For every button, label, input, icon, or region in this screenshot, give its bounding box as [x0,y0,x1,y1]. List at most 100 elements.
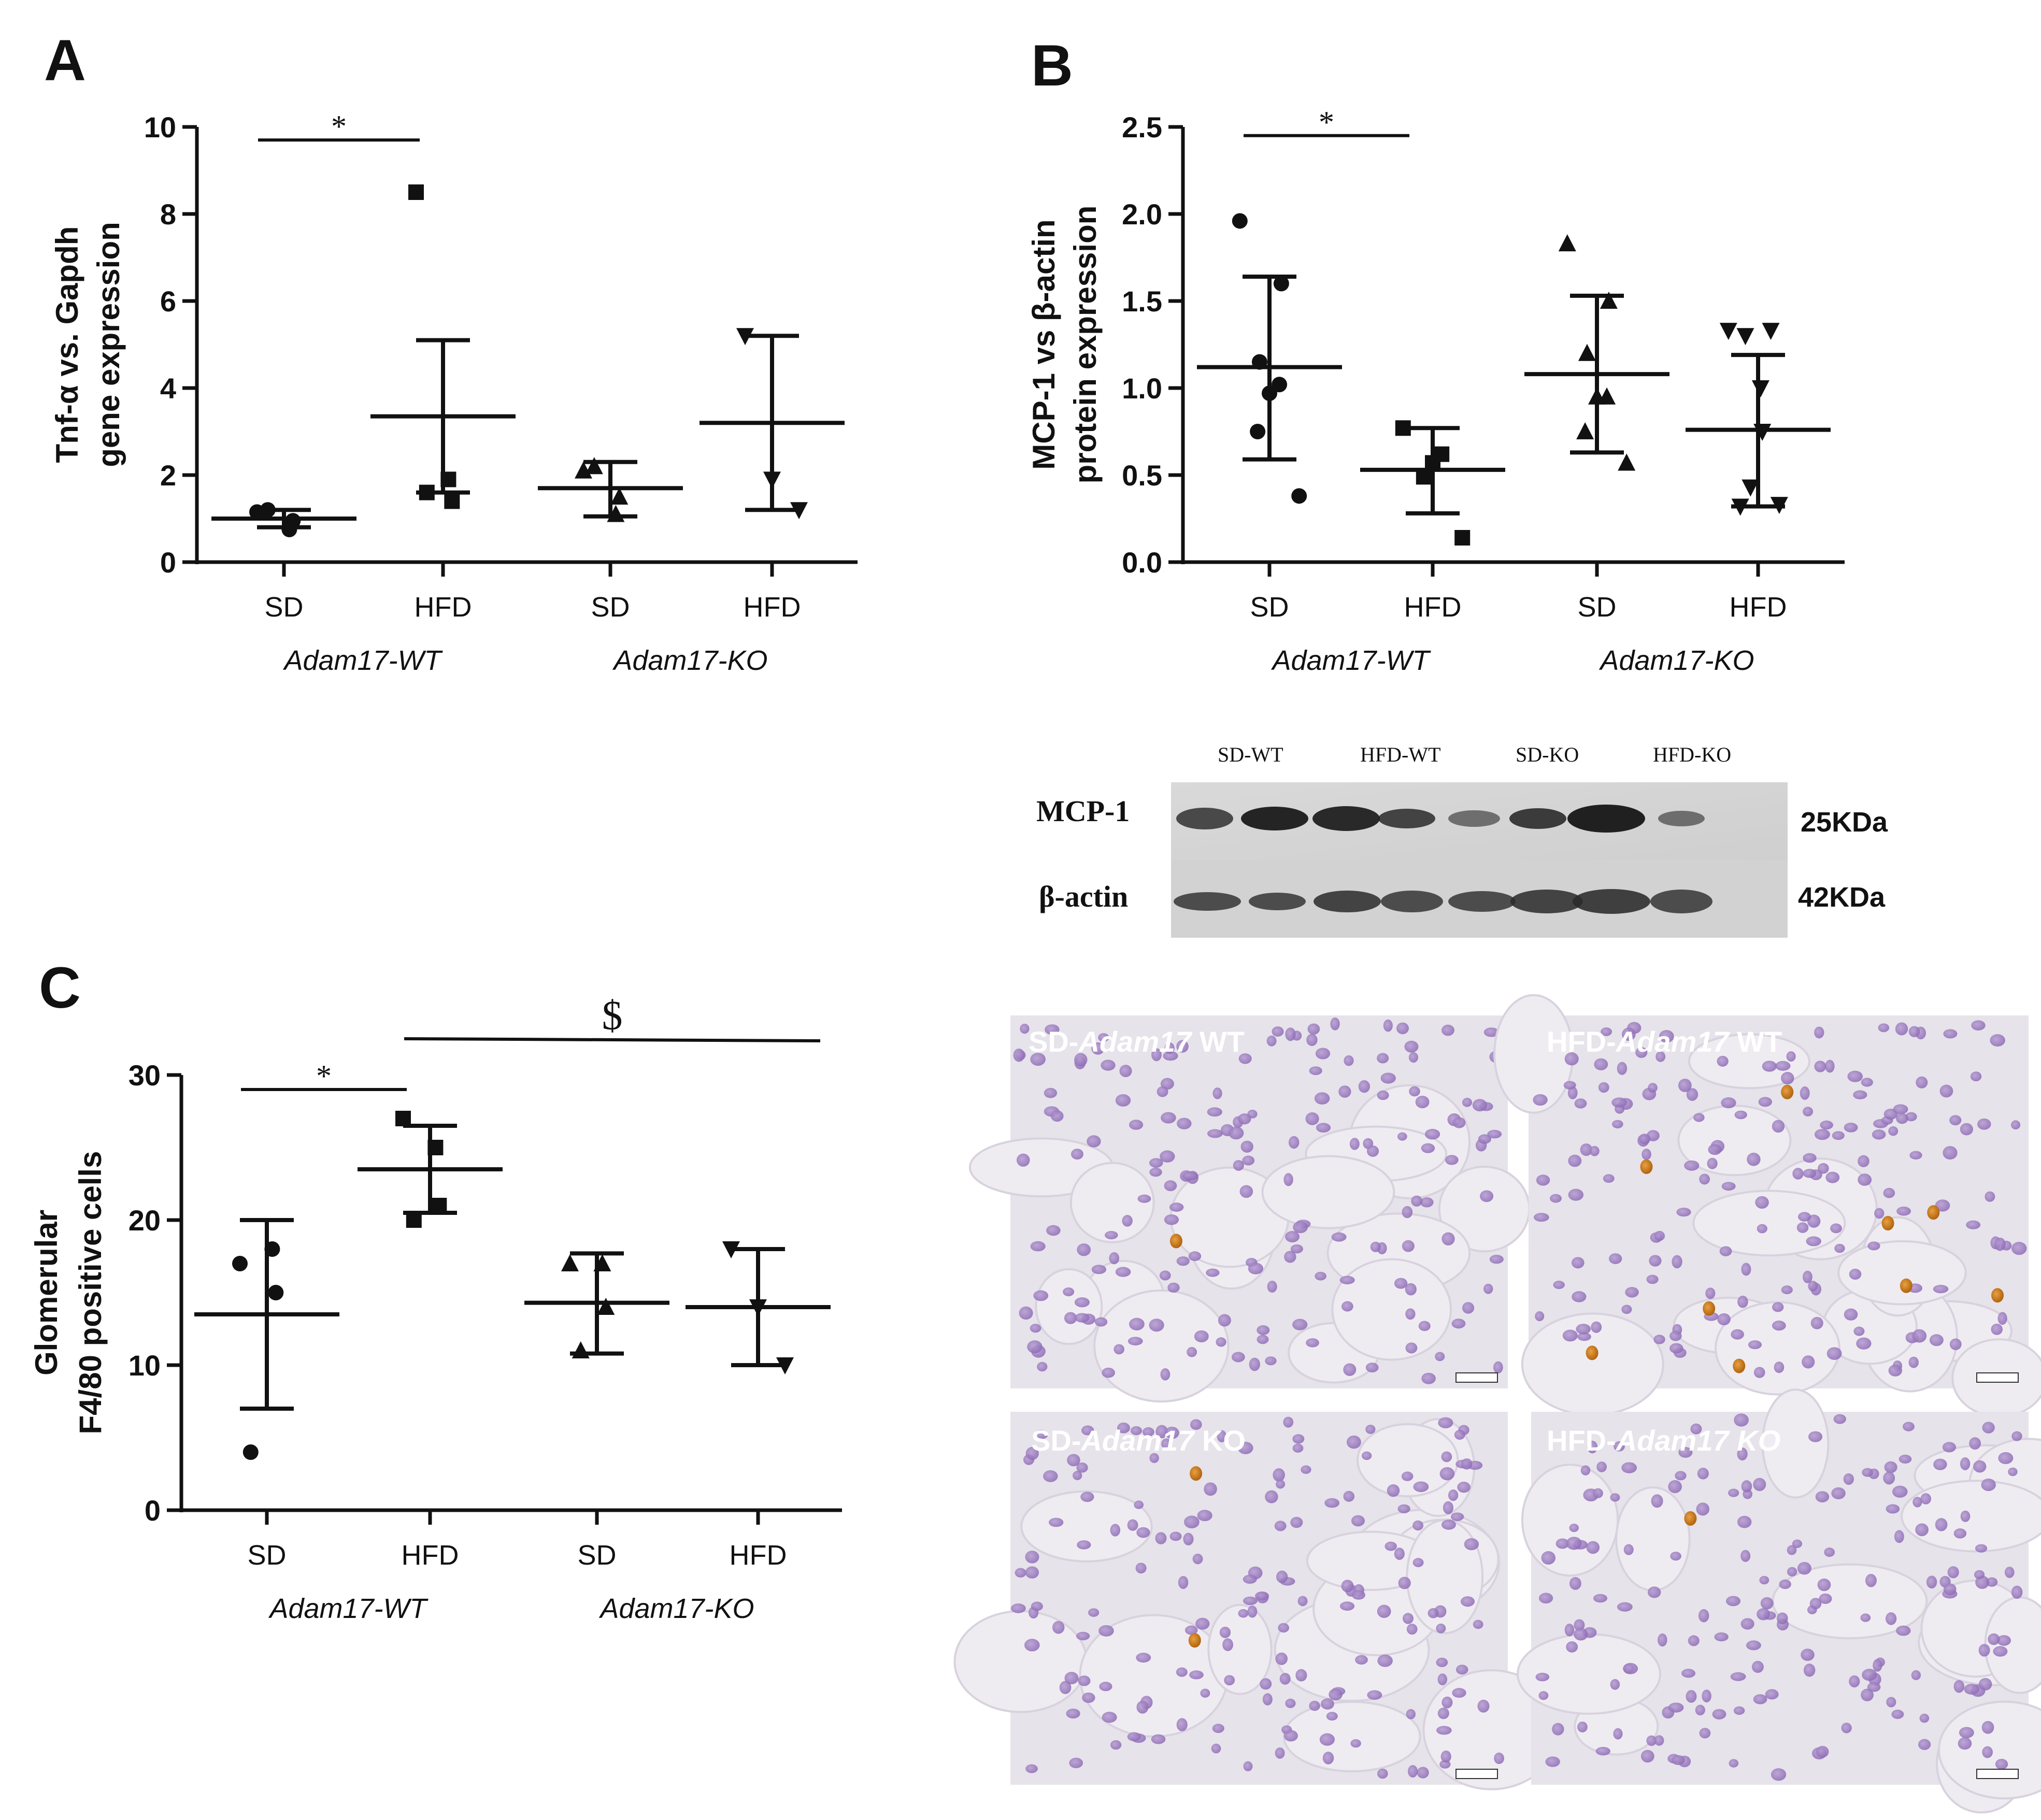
nucleus [1169,1202,1184,1212]
nucleus [1309,1700,1320,1711]
nucleus [1134,1500,1144,1509]
nucleus [1441,1024,1454,1036]
positive-cell [1169,1234,1182,1249]
nucleus [1279,1673,1291,1685]
nucleus [2011,1120,2021,1130]
nucleus [1947,1566,1959,1579]
nucleus [1127,1337,1143,1345]
nucleus [1464,1538,1479,1551]
nucleus [1577,1721,1588,1732]
positive-cell [1640,1159,1653,1174]
nucleus [1810,1316,1823,1329]
nucleus [1081,1425,1094,1436]
nucleus [1341,1580,1354,1593]
positive-cell [1190,1466,1203,1481]
nucleus [1164,1180,1177,1192]
nucleus [1030,1324,1041,1333]
nucleus [1212,1724,1224,1733]
nucleus [1981,1721,1994,1734]
nucleus [1737,1295,1748,1308]
nucleus [1292,1319,1308,1330]
nucleus [1249,1357,1260,1371]
nucleus [1163,1051,1178,1061]
x-tick-label: SD [264,592,303,623]
nucleus [1982,1422,1995,1434]
nucleus [1119,1065,1132,1078]
nucleus [1102,1367,1115,1378]
nucleus [1623,1544,1634,1555]
nucleus [1437,1707,1449,1719]
nucleus [1803,1664,1816,1677]
nucleus [1257,1325,1270,1335]
positive-cell [1991,1288,2004,1303]
nucleus [1377,1768,1388,1779]
nucleus [1331,1232,1347,1242]
nucleus [1477,1699,1490,1713]
nucleus [1114,1344,1124,1355]
data-point [260,502,276,518]
nucleus [1024,1639,1040,1652]
nucleus [1668,1480,1682,1494]
nucleus [1671,1755,1685,1765]
x-tick-label: HFD [402,1540,459,1571]
x-tick-label: HFD [415,592,472,623]
nucleus [1219,1626,1231,1638]
data-point [575,461,592,479]
nucleus [1380,1072,1396,1084]
nucleus [1074,1297,1090,1308]
nucleus [1892,1485,1908,1498]
nucleus [1741,1480,1752,1493]
data-point [406,1212,422,1228]
nucleus [1893,1104,1908,1114]
nucleus [1753,1478,1766,1492]
nucleus [1025,1446,1039,1460]
nucleus [1569,1577,1581,1590]
tissue-structure [1406,1519,1484,1635]
nucleus [1273,1468,1285,1482]
wb-band [1312,806,1380,831]
nucleus [1759,1575,1769,1585]
nucleus [1306,1034,1318,1047]
nucleus [1676,1208,1691,1217]
nucleus [1473,1620,1483,1629]
nucleus [1441,1696,1453,1709]
data-point [1770,497,1788,514]
nucleus [1013,1048,1025,1062]
nucleus [1233,1160,1244,1171]
wb-protein-mcp1: MCP-1 [1036,794,1130,828]
nucleus [1538,1691,1549,1700]
nucleus [1740,1618,1754,1630]
group-label: Adam17-WT [1271,645,1431,676]
nucleus [1988,1633,2000,1645]
nucleus [1555,1538,1569,1549]
nucleus [1217,1430,1227,1442]
nucleus [1977,1118,1991,1130]
nucleus [1858,1173,1872,1186]
nucleus [1025,1551,1039,1564]
nucleus [1926,1575,1937,1589]
nucleus [1886,1504,1900,1514]
nucleus [1398,1577,1411,1589]
wb-band [1249,893,1306,910]
nucleus [1101,1059,1116,1071]
nucleus [1406,1709,1416,1719]
tissue-structure [1521,1464,1619,1577]
nucleus [1077,1243,1091,1256]
nucleus [1383,1019,1393,1032]
nucleus [1541,1551,1556,1565]
nucleus [1831,1487,1846,1499]
nucleus [1243,1574,1257,1584]
nucleus [1830,1223,1842,1234]
nucleus [1243,1596,1258,1606]
nucleus [1412,1520,1424,1531]
nucleus [1224,1675,1235,1686]
data-point [242,1444,259,1460]
nucleus [1161,1112,1176,1124]
nucleus [1538,1593,1553,1603]
nucleus [1617,1602,1633,1612]
nucleus [1454,1429,1465,1440]
nucleus [1708,1144,1722,1155]
group-label: Adam17-KO [1598,645,1754,676]
nucleus [1943,1146,1958,1160]
